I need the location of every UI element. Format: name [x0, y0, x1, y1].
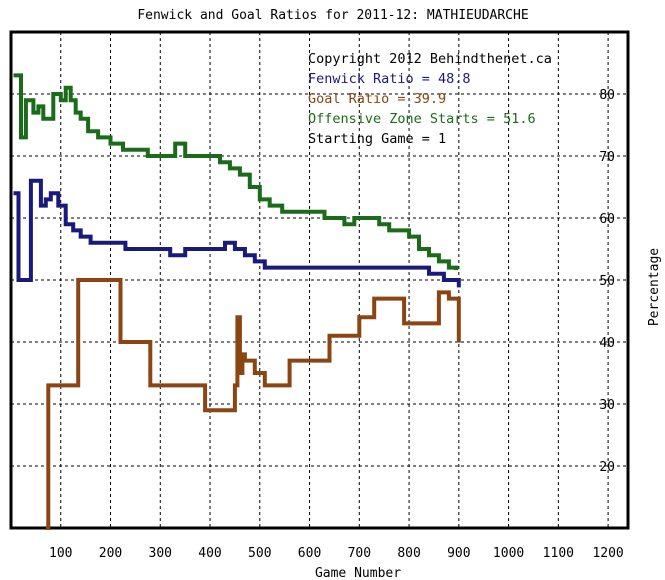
x-tick-label: 100	[49, 546, 72, 561]
chart-title: Fenwick and Goal Ratios for 2011-12: MAT…	[137, 8, 528, 23]
fenwick-ratio-line	[13, 178, 461, 288]
x-tick-labels: 100 200 300 400 500 600 700 800 900 1000 1100 1200	[49, 546, 624, 561]
y-tick-label: 50	[599, 274, 615, 289]
x-tick-label: 700	[348, 546, 371, 561]
legend: Copyright 2012 Behindthenet.ca Fenwick R…	[308, 51, 552, 147]
legend-starting-game: Starting Game = 1	[308, 131, 446, 147]
y-tick-label: 70	[599, 150, 615, 165]
x-tick-label: 500	[248, 546, 271, 561]
legend-goal-ratio: Goal Ratio = 39.9	[308, 91, 446, 107]
y-tick-label: 80	[599, 88, 615, 103]
y-tick-label: 30	[599, 398, 615, 413]
x-tick-label: 600	[298, 546, 321, 561]
x-tick-label: 800	[397, 546, 420, 561]
x-tick-label: 200	[99, 546, 122, 561]
x-tick-label: 1200	[592, 546, 623, 561]
x-tick-label: 400	[198, 546, 221, 561]
y-tick-label: 60	[599, 212, 615, 227]
series-lines	[13, 73, 461, 530]
x-tick-label: 1100	[543, 546, 574, 561]
y-tick-label: 20	[599, 460, 615, 475]
x-tick-label: 1000	[493, 546, 524, 561]
legend-copyright: Copyright 2012 Behindthenet.ca	[308, 51, 552, 67]
x-axis-label: Game Number	[315, 566, 401, 580]
legend-offensive-zone-starts: Offensive Zone Starts = 51.6	[308, 111, 536, 127]
legend-fenwick-ratio: Fenwick Ratio = 48.8	[308, 71, 471, 87]
y-axis-label: Percentage	[647, 248, 662, 326]
y-tick-label: 40	[599, 336, 615, 351]
y-tick-labels: 20 30 40 50 60 70 80	[599, 88, 615, 475]
offensive-zone-starts-line	[13, 73, 459, 271]
x-tick-label: 300	[149, 546, 172, 561]
goal-ratio-line	[45, 278, 461, 530]
x-tick-label: 900	[447, 546, 470, 561]
grid-y	[11, 93, 628, 467]
